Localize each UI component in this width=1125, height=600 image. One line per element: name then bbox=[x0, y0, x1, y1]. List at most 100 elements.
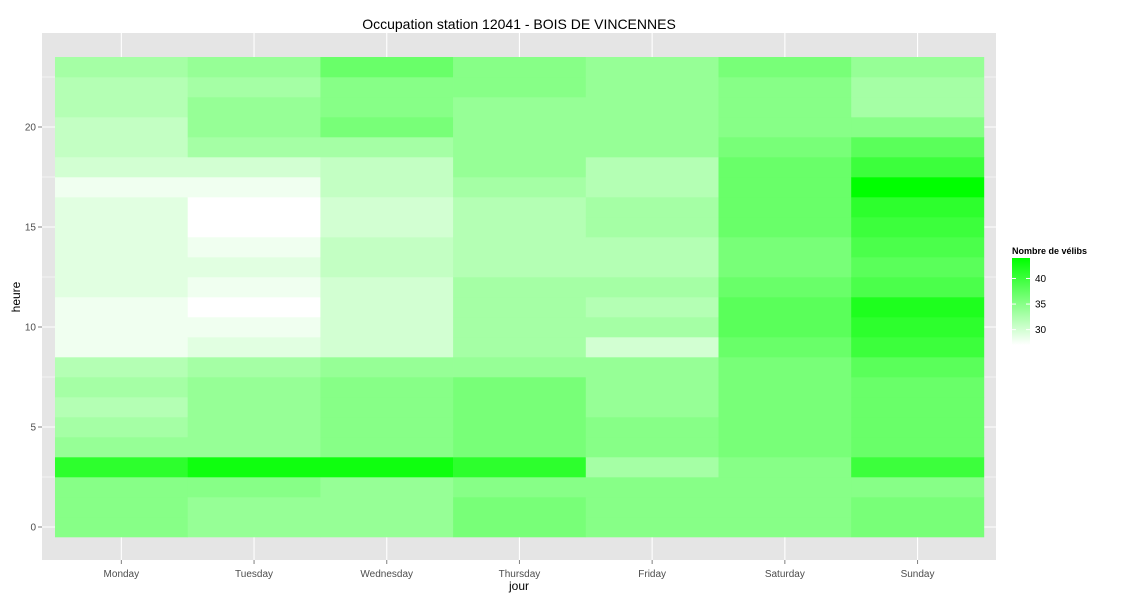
heatmap-tile bbox=[851, 117, 985, 138]
heatmap-tile bbox=[851, 57, 985, 78]
heatmap-tile bbox=[453, 457, 587, 478]
heatmap-tile bbox=[320, 237, 454, 258]
heatmap-tile bbox=[585, 237, 719, 258]
heatmap-tile bbox=[187, 117, 321, 138]
heatmap-tile bbox=[851, 397, 985, 418]
heatmap-tile bbox=[320, 437, 454, 458]
heatmap-tile bbox=[320, 97, 454, 118]
heatmap-tile bbox=[718, 357, 852, 378]
heatmap-tile bbox=[585, 197, 719, 218]
heatmap-tile bbox=[851, 257, 985, 278]
heatmap-tiles bbox=[55, 57, 985, 538]
heatmap-tile bbox=[187, 237, 321, 258]
chart-title: Occupation station 12041 - BOIS DE VINCE… bbox=[362, 16, 676, 32]
heatmap-tile bbox=[187, 377, 321, 398]
heatmap-tile bbox=[718, 457, 852, 478]
legend-title: Nombre de vélibs bbox=[1012, 246, 1087, 256]
heatmap-tile bbox=[55, 77, 188, 98]
heatmap-tile bbox=[187, 337, 321, 358]
heatmap-tile bbox=[585, 377, 719, 398]
heatmap-tile bbox=[718, 397, 852, 418]
heatmap-tile bbox=[851, 197, 985, 218]
x-tick-label: Thursday bbox=[499, 569, 541, 580]
heatmap-tile bbox=[453, 57, 587, 78]
y-tick-label: 15 bbox=[25, 223, 37, 234]
heatmap-tile bbox=[187, 277, 321, 298]
heatmap-tile bbox=[585, 97, 719, 118]
heatmap-tile bbox=[187, 297, 321, 318]
heatmap-tile bbox=[718, 197, 852, 218]
x-tick-label: Tuesday bbox=[235, 569, 273, 580]
legend-ticks: 30 35 40 bbox=[1012, 274, 1047, 336]
heatmap-tile bbox=[55, 117, 188, 138]
heatmap-tile bbox=[718, 477, 852, 498]
heatmap-tile bbox=[187, 397, 321, 418]
heatmap-tile bbox=[55, 517, 188, 538]
x-axis-title: jour bbox=[508, 579, 529, 593]
heatmap-tile bbox=[453, 77, 587, 98]
heatmap-tile bbox=[851, 157, 985, 178]
heatmap-tile bbox=[453, 357, 587, 378]
heatmap-tile bbox=[585, 177, 719, 198]
heatmap-tile bbox=[187, 477, 321, 498]
heatmap-tile bbox=[851, 477, 985, 498]
heatmap-tile bbox=[585, 297, 719, 318]
y-tick-label: 5 bbox=[30, 423, 36, 434]
heatmap-tile bbox=[320, 457, 454, 478]
heatmap-tile bbox=[453, 117, 587, 138]
heatmap-tile bbox=[585, 437, 719, 458]
heatmap-tile bbox=[187, 77, 321, 98]
heatmap-tile bbox=[453, 397, 587, 418]
heatmap-tile bbox=[585, 357, 719, 378]
heatmap-tile bbox=[851, 417, 985, 438]
heatmap-tile bbox=[851, 237, 985, 258]
heatmap-tile bbox=[718, 417, 852, 438]
heatmap-tile bbox=[320, 337, 454, 358]
heatmap-tile bbox=[187, 177, 321, 198]
heatmap-tile bbox=[187, 197, 321, 218]
heatmap-tile bbox=[453, 337, 587, 358]
heatmap-tile bbox=[585, 257, 719, 278]
heatmap-tile bbox=[187, 457, 321, 478]
heatmap-tile bbox=[851, 137, 985, 158]
y-tick-label: 0 bbox=[30, 523, 36, 534]
heatmap-tile bbox=[453, 137, 587, 158]
heatmap-tile bbox=[718, 157, 852, 178]
heatmap-tile bbox=[718, 57, 852, 78]
heatmap-tile bbox=[55, 57, 188, 78]
heatmap-tile bbox=[851, 337, 985, 358]
heatmap-tile bbox=[320, 137, 454, 158]
heatmap-tile bbox=[55, 317, 188, 338]
heatmap-tile bbox=[453, 257, 587, 278]
heatmap-tile bbox=[55, 97, 188, 118]
heatmap-tile bbox=[585, 217, 719, 238]
legend-colorbar bbox=[1012, 258, 1030, 345]
y-tick-label: 10 bbox=[25, 323, 37, 334]
heatmap-tile bbox=[187, 417, 321, 438]
heatmap-tile bbox=[718, 377, 852, 398]
heatmap-tile bbox=[320, 217, 454, 238]
heatmap-tile bbox=[453, 157, 587, 178]
heatmap-tile bbox=[320, 517, 454, 538]
heatmap-tile bbox=[320, 377, 454, 398]
heatmap-tile bbox=[718, 117, 852, 138]
heatmap-tile bbox=[585, 417, 719, 438]
heatmap-tile bbox=[851, 277, 985, 298]
heatmap-tile bbox=[320, 257, 454, 278]
x-tick-label: Wednesday bbox=[360, 569, 413, 580]
y-axis: 0 5 10 15 20 bbox=[25, 123, 42, 534]
heatmap-tile bbox=[453, 297, 587, 318]
heatmap-tile bbox=[320, 177, 454, 198]
x-axis: Monday Tuesday Wednesday Thursday Friday Satu… bbox=[104, 560, 935, 580]
heatmap-tile bbox=[585, 157, 719, 178]
heatmap-tile bbox=[851, 77, 985, 98]
heatmap-tile bbox=[718, 217, 852, 238]
heatmap-tile bbox=[187, 517, 321, 538]
heatmap-tile bbox=[585, 397, 719, 418]
heatmap-tile bbox=[585, 317, 719, 338]
heatmap-tile bbox=[453, 277, 587, 298]
heatmap-tile bbox=[187, 437, 321, 458]
heatmap-tile bbox=[55, 297, 188, 318]
heatmap-tile bbox=[187, 97, 321, 118]
